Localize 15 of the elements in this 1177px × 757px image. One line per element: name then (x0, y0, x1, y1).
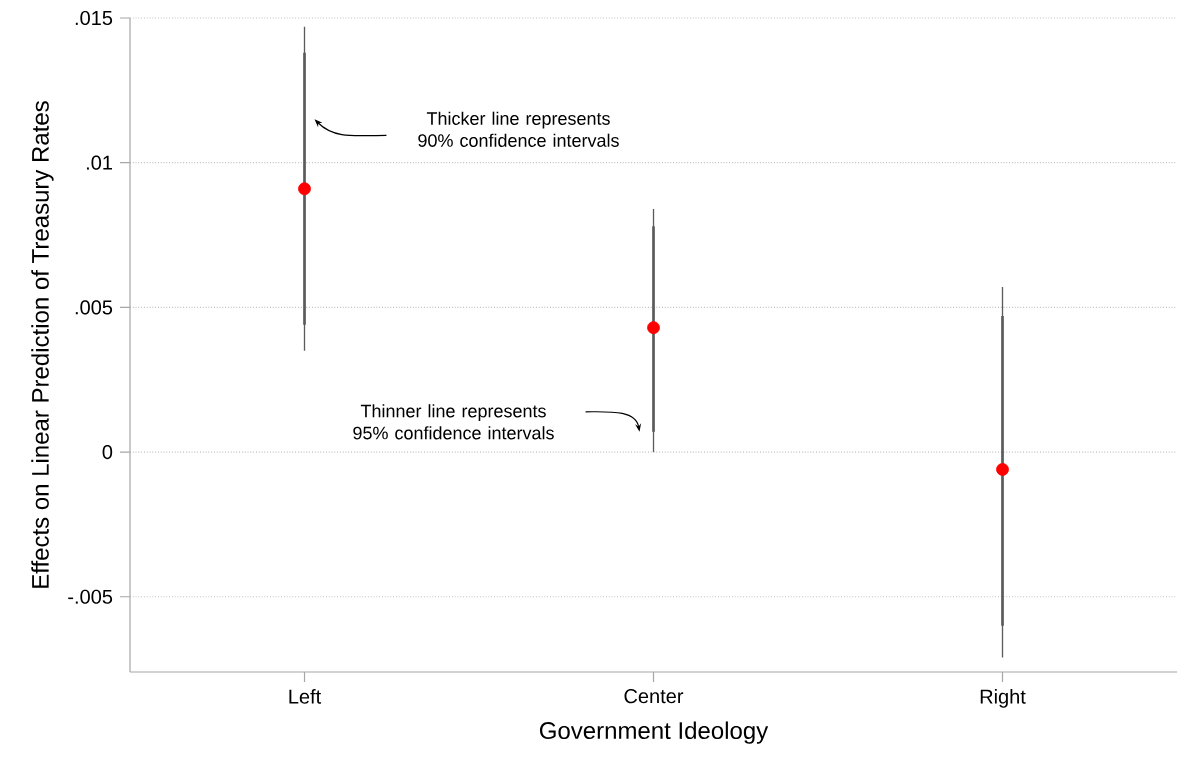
point (298, 182, 311, 196)
x-tick-label: Right (980, 689, 1026, 708)
y-tick-label: -.005 (68, 589, 113, 604)
y-tick-label: .005 (75, 300, 113, 315)
point (647, 321, 660, 335)
x-tick-label: Left (289, 689, 322, 704)
point (996, 463, 1009, 476)
x-axis-title: Government Ideology (539, 721, 769, 744)
y-tick-label: .01 (86, 155, 112, 170)
y-axis-title: Effects on Linear Prediction of Treasury Rates (31, 101, 54, 588)
annotation: Thinner line represents 95% confidence intervals (353, 404, 554, 440)
y-tick-label: .015 (75, 10, 113, 26)
y-tick-label: 0 (102, 445, 113, 460)
x-tick-label: Center (624, 689, 684, 704)
annotation: Thicker line represents 90% confidence intervals (418, 111, 619, 147)
